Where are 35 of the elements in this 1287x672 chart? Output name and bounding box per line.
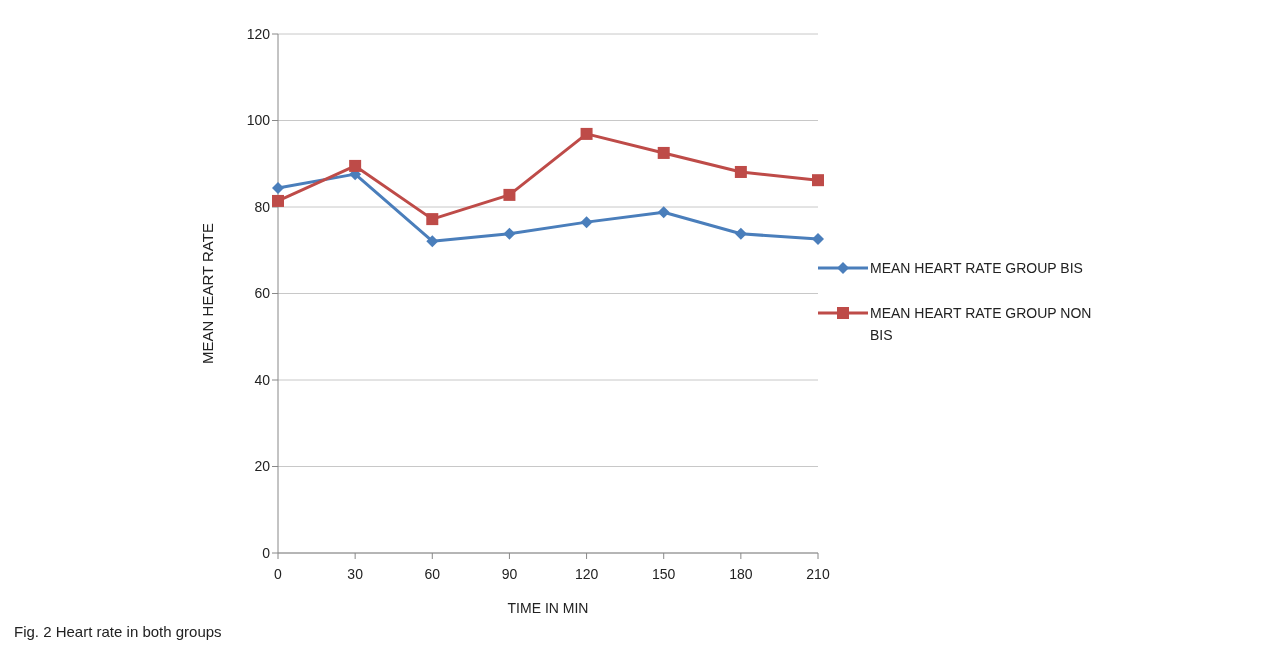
x-axis-title: TIME IN MIN	[507, 600, 589, 616]
point	[426, 213, 439, 226]
x-tick-label: 120	[574, 565, 599, 582]
x-tick-label: 150	[652, 565, 676, 582]
point	[580, 127, 593, 140]
x-tick-label: 210	[806, 565, 830, 582]
point	[272, 194, 284, 207]
y-tick-label: 60	[254, 285, 271, 302]
point	[657, 146, 670, 159]
x-tick-label: 90	[501, 565, 518, 582]
y-tick-label: 80	[254, 198, 271, 215]
legend-label: MEAN HEART RATE GROUP NON BIS	[870, 303, 1093, 345]
point	[503, 188, 516, 201]
y-tick-label: 20	[254, 458, 271, 475]
point	[272, 181, 284, 194]
point	[349, 159, 362, 172]
y-axis-title: MEAN HEART RATE	[199, 223, 217, 364]
point	[657, 206, 670, 219]
point	[812, 174, 824, 187]
legend-label: MEAN HEART RATE GROUP BIS	[870, 258, 1083, 278]
point	[734, 165, 747, 178]
x-tick-label: 0	[274, 565, 283, 582]
point	[580, 216, 593, 229]
point	[503, 227, 516, 240]
y-tick-label: 120	[246, 25, 271, 42]
y-tick-label: 100	[246, 112, 271, 129]
point	[734, 227, 747, 240]
x-tick-label: 180	[729, 565, 753, 582]
point	[812, 233, 824, 246]
y-tick-label: 0	[262, 544, 271, 561]
x-tick-label: 60	[424, 565, 441, 582]
caption: Fig. 2 Heart rate in both groups	[14, 623, 223, 640]
point	[426, 235, 439, 248]
x-tick-label: 30	[347, 565, 364, 582]
y-tick-label: 40	[254, 371, 271, 388]
